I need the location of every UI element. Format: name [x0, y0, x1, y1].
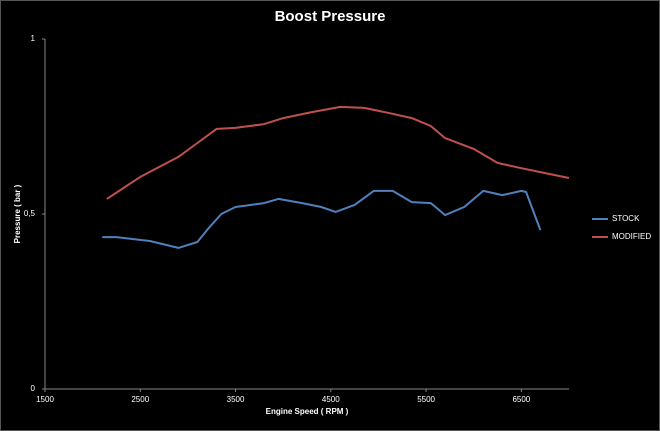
series-line — [102, 189, 542, 249]
x-axis-title: Engine Speed ( RPM ) — [266, 407, 349, 416]
series-line — [106, 105, 570, 200]
x-tick-label: 1500 — [36, 395, 54, 404]
x-tick-label: 6500 — [512, 395, 530, 404]
y-tick-label: 0 — [31, 384, 36, 393]
x-tick-label: 4500 — [322, 395, 340, 404]
x-tick-label: 3500 — [227, 395, 245, 404]
y-tick-label: 1 — [31, 34, 36, 43]
legend-label: STOCK — [612, 214, 640, 223]
y-tick-label: 0,5 — [24, 209, 36, 218]
x-tick-label: 2500 — [131, 395, 149, 404]
legend-label: MODIFIED — [612, 232, 651, 241]
y-axis-title: Pressure ( bar ) — [13, 184, 22, 243]
x-tick-label: 5500 — [417, 395, 435, 404]
chart-title: Boost Pressure — [275, 8, 386, 25]
